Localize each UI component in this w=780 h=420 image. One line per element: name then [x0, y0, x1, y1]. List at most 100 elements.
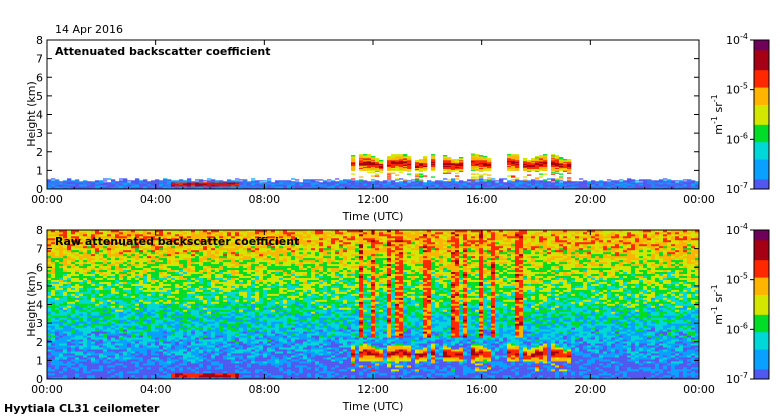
heatmap-cell: [207, 186, 212, 188]
heatmap-cell: [63, 267, 68, 271]
heatmap-cell: [75, 345, 80, 348]
heatmap-cell: [151, 183, 156, 185]
heatmap-cell: [123, 291, 128, 294]
heatmap-cell: [423, 183, 428, 185]
heatmap-cell: [167, 377, 172, 379]
heatmap-cell: [107, 231, 112, 235]
heatmap-cell: [511, 169, 516, 171]
heatmap-cell: [75, 281, 80, 284]
heatmap-cell: [179, 187, 184, 189]
heatmap-cell: [395, 184, 400, 186]
heatmap-cell: [167, 281, 172, 284]
heatmap-cell: [183, 295, 188, 298]
heatmap-cell: [63, 241, 68, 245]
heatmap-cell: [79, 367, 84, 370]
heatmap-cell: [487, 181, 492, 183]
heatmap-cell: [99, 231, 104, 235]
heatmap-cell: [543, 164, 548, 167]
heatmap-cell: [163, 231, 168, 235]
heatmap-cell: [71, 277, 76, 280]
heatmap-cell: [119, 353, 124, 356]
heatmap-cell: [459, 161, 464, 164]
heatmap-cell: [203, 185, 208, 187]
heatmap-cell: [159, 281, 164, 284]
heatmap-cell: [283, 185, 288, 187]
heatmap-cell: [199, 184, 204, 186]
heatmap-cell: [51, 329, 56, 332]
heatmap-cell: [87, 243, 92, 247]
heatmap-cell: [139, 245, 144, 249]
heatmap-cell: [163, 377, 168, 379]
heatmap-cell: [171, 181, 176, 183]
heatmap-cell: [175, 275, 180, 278]
heatmap-cell: [239, 179, 244, 181]
heatmap-cell: [415, 178, 420, 180]
heatmap-cell: [123, 179, 128, 181]
heatmap-cell: [67, 247, 72, 251]
heatmap-cell: [51, 180, 56, 182]
heatmap-cell: [575, 184, 580, 186]
heatmap-cell: [171, 331, 176, 334]
heatmap-cell: [123, 297, 128, 300]
heatmap-cell: [227, 180, 232, 182]
heatmap-cell: [59, 255, 64, 259]
heatmap-cell: [127, 295, 132, 298]
heatmap-cell: [419, 185, 424, 187]
heatmap-cell: [75, 341, 80, 344]
heatmap-cell: [127, 257, 132, 261]
heatmap-cell: [179, 255, 184, 259]
heatmap-cell: [135, 359, 140, 362]
heatmap-cell: [511, 155, 516, 157]
heatmap-cell: [507, 165, 512, 168]
heatmap-cell: [143, 235, 148, 239]
heatmap-cell: [167, 347, 172, 350]
heatmap-cell: [115, 299, 120, 302]
heatmap-cell: [99, 261, 104, 265]
heatmap-cell: [375, 163, 380, 166]
heatmap-cell: [91, 361, 96, 364]
heatmap-cell: [99, 343, 104, 346]
heatmap-cell: [63, 281, 68, 284]
heatmap-cell: [115, 321, 120, 324]
heatmap-cell: [539, 185, 544, 187]
heatmap-cell: [51, 351, 56, 354]
heatmap-cell: [131, 353, 136, 356]
heatmap-cell: [307, 185, 312, 187]
heatmap-cell: [135, 187, 140, 189]
heatmap-cell: [231, 185, 236, 187]
heatmap-cell: [175, 327, 180, 330]
colorbar-segment: [754, 79, 769, 83]
heatmap-cell: [99, 303, 104, 306]
heatmap-cell: [507, 183, 512, 185]
heatmap-cell: [327, 183, 332, 185]
heatmap-cell: [183, 265, 188, 269]
heatmap-cell: [471, 160, 476, 163]
heatmap-cell: [123, 363, 128, 366]
heatmap-cell: [107, 239, 112, 243]
heatmap-cell: [407, 156, 412, 158]
heatmap-cell: [63, 181, 68, 183]
heatmap-cell: [443, 165, 448, 168]
heatmap-cell: [447, 160, 452, 163]
heatmap-cell: [371, 159, 376, 162]
heatmap-cell: [199, 182, 204, 184]
heatmap-cell: [103, 299, 108, 302]
heatmap-cell: [287, 182, 292, 184]
heatmap-cell: [371, 160, 376, 163]
heatmap-cell: [47, 321, 52, 324]
heatmap-cell: [619, 186, 624, 188]
heatmap-cell: [351, 169, 356, 171]
heatmap-cell: [71, 285, 76, 288]
heatmap-cell: [151, 359, 156, 362]
heatmap-cell: [99, 245, 104, 249]
heatmap-cell: [55, 257, 60, 261]
heatmap-cell: [115, 355, 120, 358]
heatmap-cell: [107, 245, 112, 249]
heatmap-cell: [63, 261, 68, 265]
heatmap-cell: [119, 341, 124, 344]
heatmap-cell: [179, 267, 184, 271]
heatmap-cell: [155, 181, 160, 183]
heatmap-cell: [67, 179, 72, 181]
heatmap-cell: [123, 347, 128, 350]
heatmap-cell: [159, 295, 164, 298]
